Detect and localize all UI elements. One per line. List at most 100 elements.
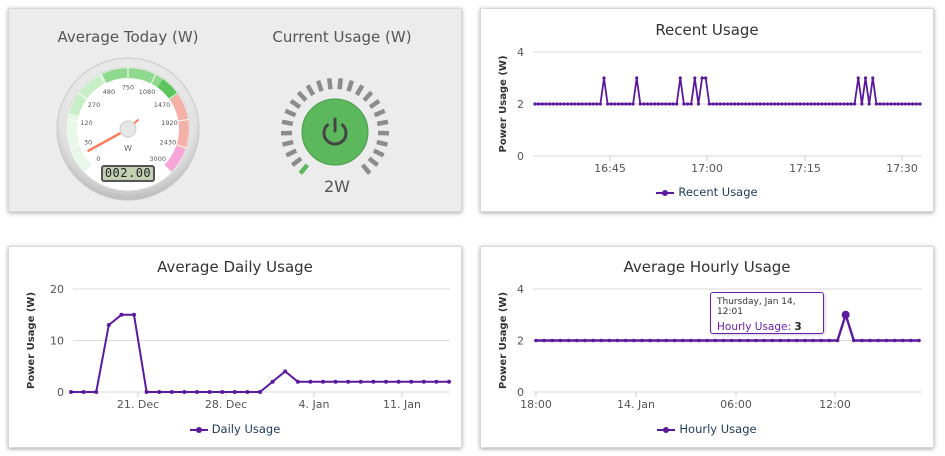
data-point[interactable] (638, 102, 642, 106)
data-point[interactable] (882, 102, 886, 106)
data-point[interactable] (333, 379, 338, 384)
data-point[interactable] (220, 390, 225, 394)
data-point[interactable] (845, 102, 849, 106)
data-point[interactable] (157, 390, 162, 394)
data-point[interactable] (697, 338, 701, 343)
data-point[interactable] (917, 338, 921, 343)
data-point[interactable] (874, 102, 879, 106)
data-point[interactable] (852, 338, 856, 343)
data-point[interactable] (813, 102, 817, 106)
data-point[interactable] (599, 338, 603, 343)
data-point[interactable] (106, 323, 111, 328)
data-point[interactable] (569, 102, 573, 106)
data-point[interactable] (609, 102, 613, 106)
data-point[interactable] (713, 338, 718, 343)
data-point[interactable] (169, 390, 174, 394)
data-point[interactable] (689, 338, 693, 343)
data-point[interactable] (794, 102, 799, 106)
data-point[interactable] (762, 102, 766, 106)
data-point[interactable] (576, 102, 581, 106)
data-point[interactable] (842, 102, 846, 106)
data-point[interactable] (860, 338, 864, 343)
data-point[interactable] (751, 102, 755, 106)
data-point[interactable] (834, 102, 839, 106)
data-point[interactable] (811, 338, 815, 343)
data-point[interactable] (591, 102, 595, 106)
data-point[interactable] (678, 76, 682, 80)
data-point[interactable] (770, 338, 775, 343)
data-point[interactable] (878, 102, 882, 106)
data-point[interactable] (705, 338, 709, 343)
data-point[interactable] (849, 102, 853, 106)
data-point[interactable] (914, 102, 918, 106)
data-point[interactable] (396, 379, 401, 384)
data-point[interactable] (809, 102, 813, 106)
data-point[interactable] (584, 102, 588, 106)
data-point[interactable] (640, 338, 644, 343)
data-point[interactable] (671, 102, 675, 106)
data-point[interactable] (649, 102, 653, 106)
data-point[interactable] (733, 102, 737, 106)
data-point[interactable] (540, 102, 544, 106)
data-point[interactable] (918, 102, 922, 106)
data-point[interactable] (648, 338, 652, 343)
data-point[interactable] (409, 379, 414, 384)
data-point[interactable] (245, 390, 250, 394)
data-point[interactable] (871, 76, 875, 80)
data-point[interactable] (642, 102, 646, 106)
data-point[interactable] (607, 338, 612, 343)
data-point[interactable] (544, 102, 548, 106)
hourly-usage-legend[interactable]: Hourly Usage (481, 422, 933, 436)
data-point[interactable] (664, 102, 668, 106)
recent-usage-legend[interactable]: Recent Usage (481, 185, 933, 199)
data-point[interactable] (653, 102, 657, 106)
data-point[interactable] (533, 102, 537, 106)
data-point[interactable] (627, 102, 632, 106)
data-point[interactable] (856, 76, 860, 80)
data-point[interactable] (258, 390, 262, 394)
data-point[interactable] (434, 379, 439, 384)
data-point[interactable] (747, 102, 751, 106)
data-point[interactable] (867, 102, 871, 106)
data-point[interactable] (664, 338, 669, 343)
data-point[interactable] (606, 102, 610, 106)
daily-usage-legend[interactable]: Daily Usage (9, 422, 461, 436)
data-point[interactable] (182, 390, 187, 394)
data-point[interactable] (722, 102, 726, 106)
data-point[interactable] (791, 102, 795, 106)
data-point[interactable] (689, 102, 693, 106)
data-point[interactable] (711, 102, 715, 106)
data-point[interactable] (776, 102, 780, 106)
data-point[interactable] (911, 102, 915, 106)
data-point[interactable] (884, 338, 889, 343)
data-point[interactable] (119, 312, 124, 317)
data-point[interactable] (754, 338, 758, 343)
data-point[interactable] (773, 102, 777, 106)
data-point[interactable] (346, 379, 351, 384)
data-point[interactable] (707, 102, 711, 106)
data-point[interactable] (270, 379, 275, 384)
data-point[interactable] (602, 76, 606, 80)
data-point[interactable] (295, 379, 300, 384)
data-point[interactable] (69, 390, 73, 394)
data-point[interactable] (566, 102, 570, 106)
data-point[interactable] (656, 102, 661, 106)
data-point[interactable] (550, 338, 555, 343)
data-point[interactable] (308, 379, 313, 384)
data-point[interactable] (574, 338, 579, 343)
data-point[interactable] (672, 338, 677, 343)
data-point[interactable] (696, 102, 701, 106)
data-point[interactable] (816, 102, 820, 106)
data-point[interactable] (896, 102, 900, 106)
data-point[interactable] (598, 102, 602, 106)
data-point[interactable] (900, 102, 904, 106)
data-point[interactable] (551, 102, 555, 106)
data-point[interactable] (537, 102, 541, 106)
data-point[interactable] (838, 102, 842, 106)
data-point[interactable] (715, 102, 719, 106)
data-point[interactable] (613, 102, 617, 106)
data-point[interactable] (620, 102, 624, 106)
data-point[interactable] (207, 390, 212, 394)
data-point[interactable] (786, 338, 791, 343)
data-point[interactable] (558, 102, 563, 106)
